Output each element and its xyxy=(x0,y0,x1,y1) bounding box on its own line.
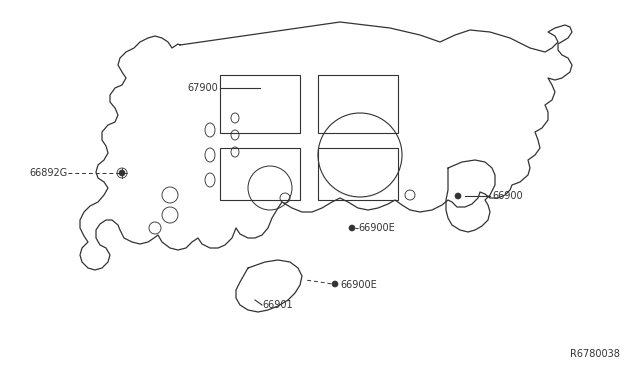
Circle shape xyxy=(119,170,125,176)
Text: 66892G: 66892G xyxy=(29,168,68,178)
Circle shape xyxy=(349,225,355,231)
Text: 66900E: 66900E xyxy=(340,280,377,290)
Bar xyxy=(220,75,300,133)
Text: 67900: 67900 xyxy=(188,83,218,93)
Circle shape xyxy=(332,281,338,287)
Bar xyxy=(318,75,398,133)
Text: 66901: 66901 xyxy=(262,300,292,310)
Circle shape xyxy=(455,193,461,199)
Text: 66900: 66900 xyxy=(492,191,523,201)
Bar xyxy=(318,148,398,200)
Text: 66900E: 66900E xyxy=(358,223,395,233)
Bar xyxy=(220,148,300,200)
Text: R6780038: R6780038 xyxy=(570,349,620,359)
